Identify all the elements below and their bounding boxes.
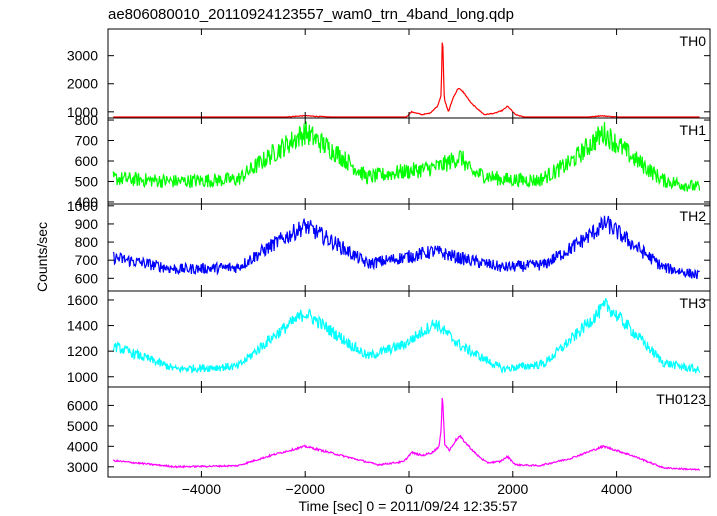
- y-tick-label-TH0123: 6000: [67, 397, 98, 413]
- y-tick-label-TH1: 800: [75, 112, 99, 128]
- series-line-TH0: [113, 42, 700, 118]
- y-tick-label-TH0: 1000: [67, 104, 98, 120]
- x-tick-label: 0: [405, 481, 413, 497]
- y-tick-label-TH2: 800: [75, 234, 99, 250]
- y-tick-label-TH1: 500: [75, 173, 99, 189]
- series-line-TH2: [112, 215, 700, 280]
- y-tick-label-TH2: 900: [75, 216, 99, 232]
- y-axis-label: Counts/sec: [34, 222, 50, 292]
- series-line-TH0123: [113, 397, 701, 471]
- y-tick-label-TH2: 1000: [67, 198, 98, 214]
- y-tick-label-TH1: 600: [75, 153, 99, 169]
- panel-label-TH0123: TH0123: [656, 391, 706, 407]
- panel-label-TH2: TH2: [680, 208, 707, 224]
- x-axis-label: Time [sec] 0 = 2011/09/24 12:35:57: [298, 498, 517, 514]
- panel-frame-TH1: [107, 117, 711, 205]
- y-tick-label-TH3: 1600: [67, 292, 98, 308]
- y-tick-label-TH0123: 3000: [67, 459, 98, 475]
- y-tick-label-TH0123: 5000: [67, 418, 98, 434]
- panel-frame-TH0: [107, 28, 711, 119]
- panel-frame-TH3: [107, 290, 711, 388]
- series-line-TH3: [112, 297, 701, 374]
- chart-title: ae806080010_20110924123557_wam0_trn_4ban…: [108, 6, 514, 23]
- panel-frame-TH0123: [107, 386, 711, 478]
- y-tick-label-TH3: 1000: [67, 369, 98, 385]
- panels: TH0 1000 2000 3000 TH1 400 500 600 700 800 TH2 600 7…: [67, 28, 711, 497]
- y-tick-label-TH1: 700: [75, 133, 99, 149]
- panel-label-TH1: TH1: [680, 122, 707, 138]
- x-tick-label: 2000: [497, 481, 528, 497]
- y-tick-label-TH2: 700: [75, 252, 99, 268]
- x-tick-label: −4000: [182, 481, 222, 497]
- panel-label-TH3: TH3: [680, 295, 707, 311]
- series-line-TH1: [112, 121, 701, 192]
- y-tick-label-TH0123: 4000: [67, 438, 98, 454]
- y-tick-label-TH1: 400: [75, 194, 99, 210]
- x-tick-label: −2000: [286, 481, 326, 497]
- panel-frame-TH2: [107, 203, 711, 292]
- panel-label-TH0: TH0: [680, 33, 707, 49]
- y-tick-label-TH0: 3000: [67, 48, 98, 64]
- y-tick-label-TH3: 1400: [67, 318, 98, 334]
- x-tick-label: 4000: [601, 481, 632, 497]
- y-tick-label-TH3: 1200: [67, 343, 98, 359]
- y-tick-label-TH0: 2000: [67, 76, 98, 92]
- y-tick-label-TH2: 600: [75, 270, 99, 286]
